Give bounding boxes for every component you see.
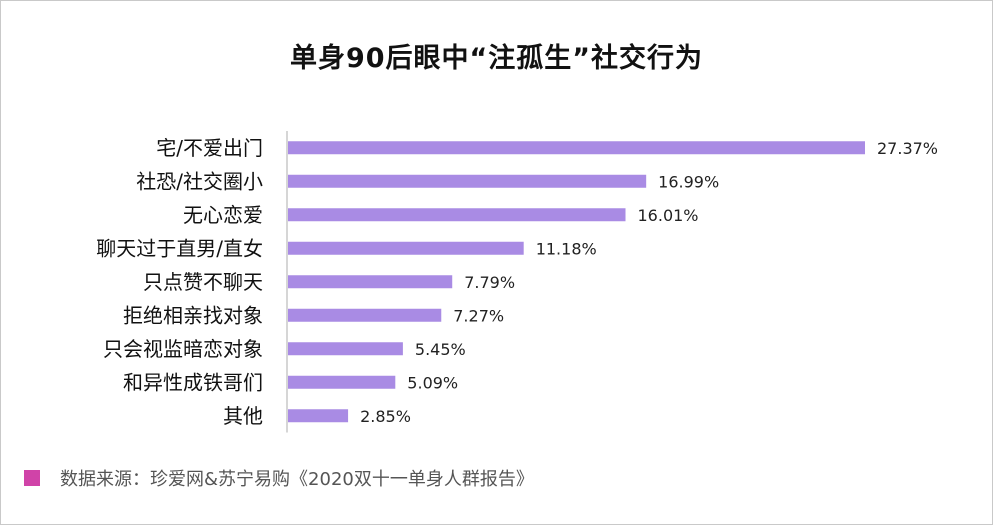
bar [288,409,349,423]
bar [288,375,396,389]
category-label: 社恐/社交圈小 [136,169,263,193]
bar [288,208,626,222]
bar [288,241,524,255]
bar [288,275,453,289]
source-swatch [24,470,40,486]
source-text: 数据来源：珍爱网&苏宁易购《2020双十一单身人群报告》 [60,469,534,490]
bar [288,308,442,322]
bar [288,141,865,155]
bar [288,174,647,188]
source-note: 数据来源：珍爱网&苏宁易购《2020双十一单身人群报告》 [24,465,534,491]
category-label: 和异性成铁哥们 [123,370,263,394]
value-label: 11.18% [536,239,597,258]
value-label: 16.01% [638,206,699,225]
bar [288,342,403,356]
category-label: 无心恋爱 [183,203,263,227]
value-label: 5.09% [407,373,458,392]
category-label: 只会视监暗恋对象 [103,337,263,361]
chart-title: 单身90后眼中“注孤生”社交行为 [289,43,704,74]
value-label: 7.27% [453,306,504,325]
category-label: 聊天过于直男/直女 [96,236,263,260]
value-label: 7.79% [464,273,515,292]
category-label: 只点赞不聊天 [143,270,263,294]
value-label: 5.45% [415,340,466,359]
category-label: 宅/不爱出门 [156,136,263,160]
value-label: 27.37% [877,139,938,158]
value-label: 2.85% [360,407,411,426]
category-label: 拒绝相亲找对象 [123,303,263,327]
category-label: 其他 [223,404,263,428]
value-label: 16.99% [658,172,719,191]
